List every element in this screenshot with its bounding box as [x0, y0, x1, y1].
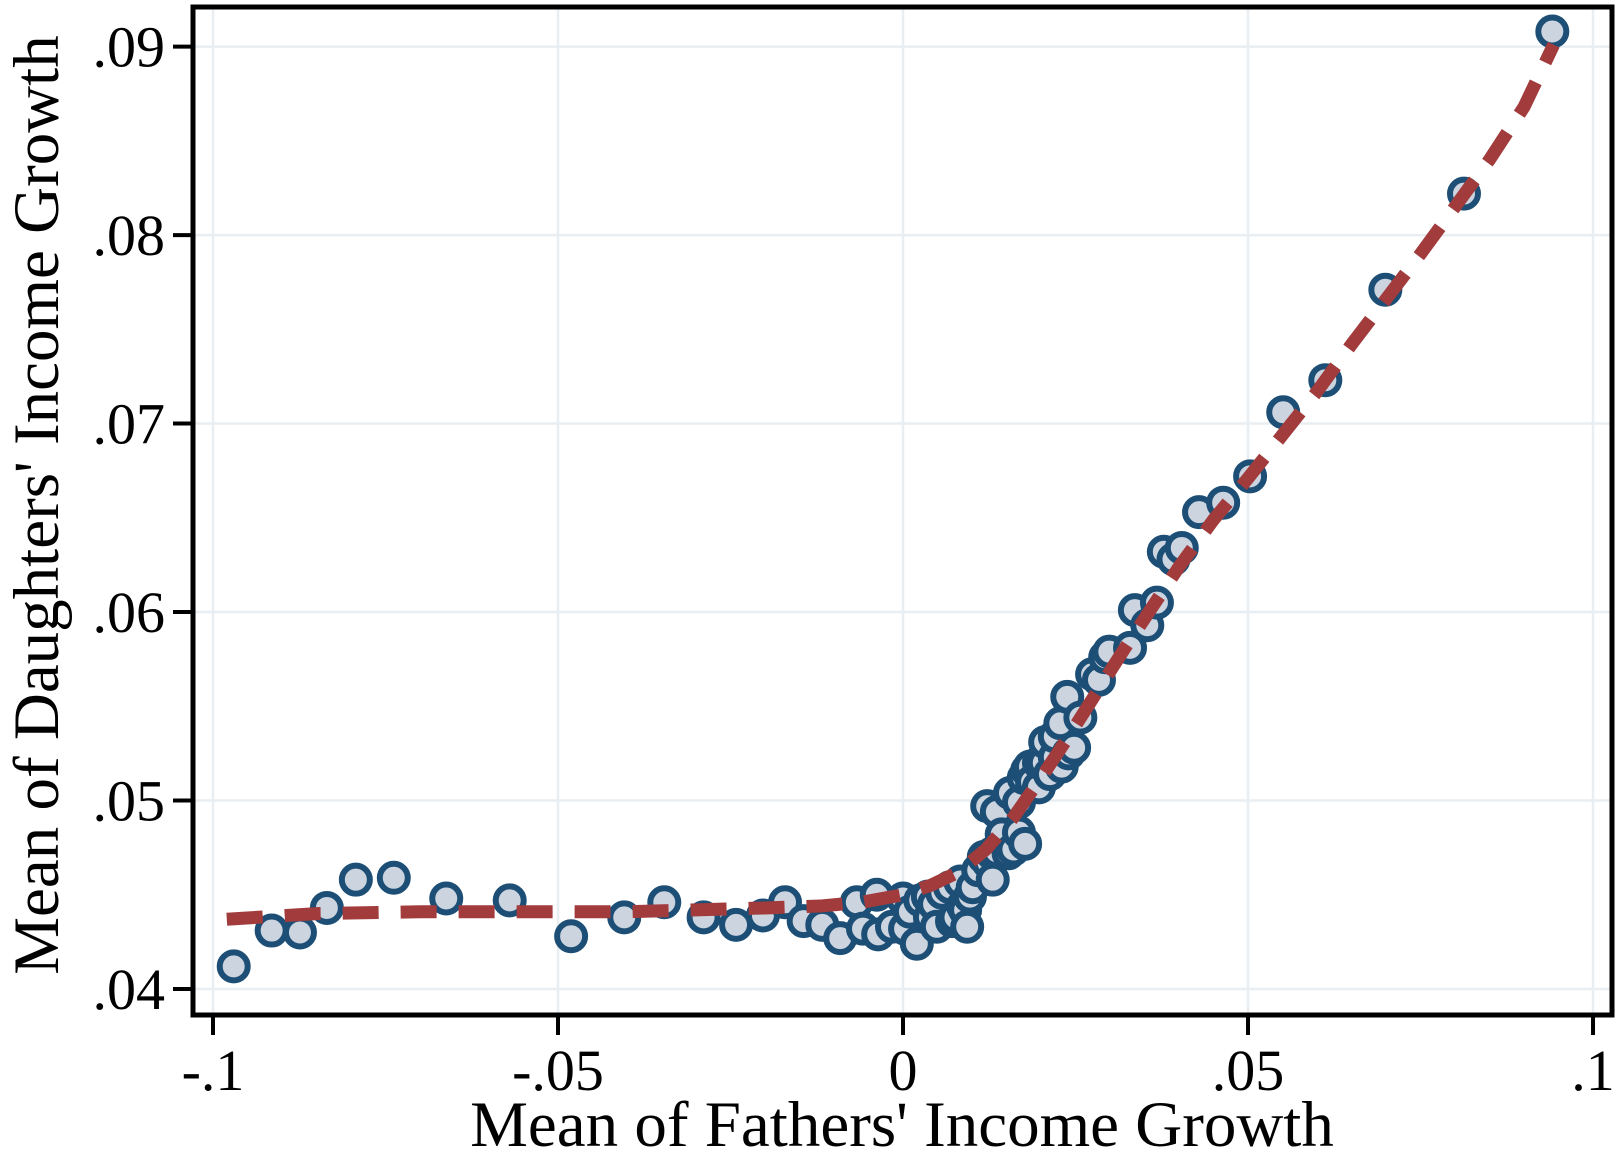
- scatter-point: [554, 919, 589, 954]
- x-tick-label: 0: [889, 1038, 918, 1103]
- scatter-point: [282, 915, 317, 950]
- y-tick-label: .06: [93, 580, 166, 645]
- x-tick-label: -.1: [182, 1038, 245, 1103]
- scatter-point: [338, 862, 373, 897]
- scatter-point: [975, 862, 1010, 897]
- scatter-point: [376, 860, 411, 895]
- y-tick-label: .09: [93, 15, 166, 80]
- x-tick-label: .1: [1571, 1038, 1615, 1103]
- scatter-point: [1008, 826, 1043, 861]
- chart-render-root: -.1 -.05 0 .05 .1 .04 .05 .06 .07 .08 .09: [93, 4, 1615, 1103]
- x-tick-label: .05: [1212, 1038, 1285, 1103]
- scatter-point: [429, 881, 464, 916]
- scatter-point: [1535, 14, 1570, 49]
- y-tick-label: .07: [93, 392, 166, 457]
- y-axis-title: Mean of Daughters' Income Growth: [1, 35, 73, 975]
- y-tick-label: .08: [93, 203, 166, 268]
- plot-border: [190, 4, 1615, 1018]
- y-tick-label: .05: [93, 769, 166, 834]
- scatter-point: [216, 949, 251, 984]
- x-axis-title: Mean of Fathers' Income Growth: [470, 1089, 1334, 1161]
- y-tick-label: .04: [93, 957, 166, 1022]
- fitted-line: [226, 41, 1560, 926]
- scatter-point: [950, 909, 985, 944]
- x-tick-label: -.05: [512, 1038, 604, 1103]
